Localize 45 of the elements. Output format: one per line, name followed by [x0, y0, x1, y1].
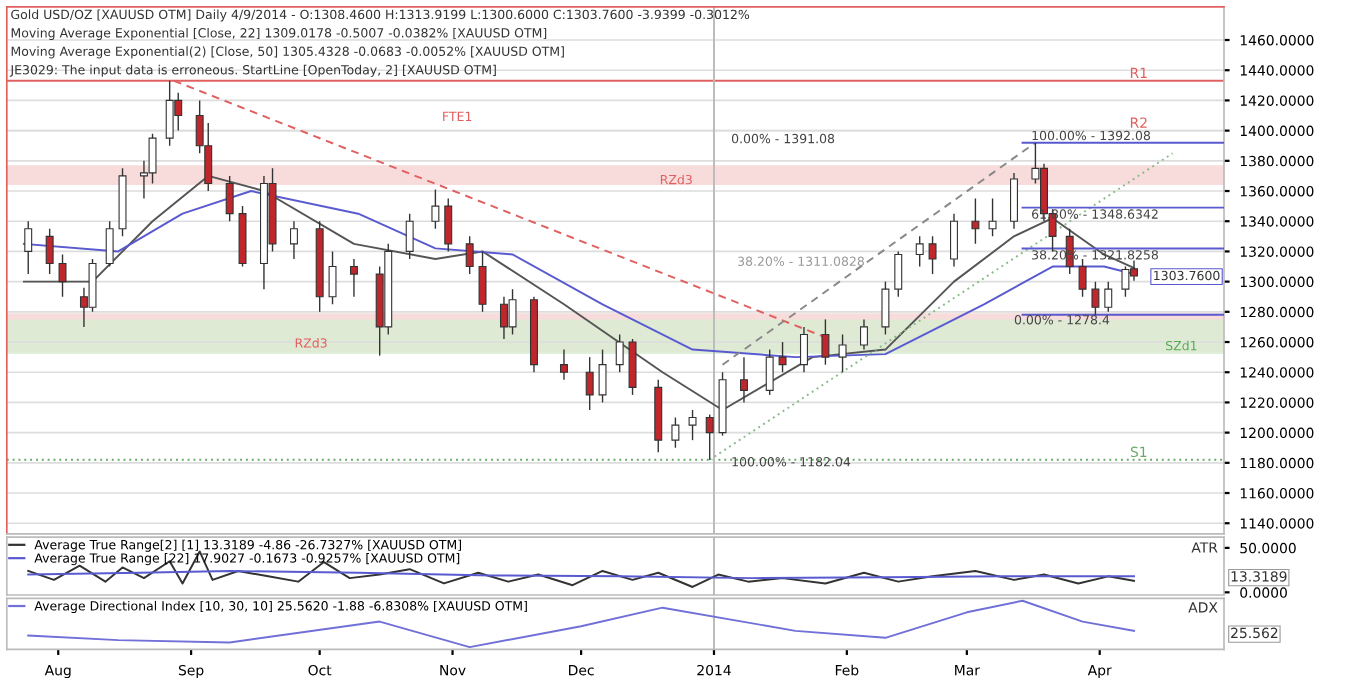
candlestick	[585, 356, 594, 411]
candlestick	[1091, 280, 1100, 316]
candlestick	[478, 250, 487, 313]
candlestick	[765, 348, 774, 396]
candlestick	[881, 280, 890, 336]
candlestick	[559, 348, 568, 381]
candlestick	[174, 92, 183, 132]
candlestick	[289, 220, 298, 260]
candlestick	[739, 356, 748, 404]
candlestick	[1078, 258, 1087, 298]
candlestick	[165, 80, 174, 147]
candlestick	[405, 212, 414, 260]
candlestick	[821, 318, 830, 366]
candlestick	[799, 326, 808, 373]
candlestick	[431, 188, 440, 230]
candlestick	[24, 220, 33, 275]
candlestick	[465, 235, 474, 275]
candlestick	[859, 318, 868, 351]
candlestick	[1010, 172, 1018, 230]
candlestick	[894, 250, 903, 298]
candlestick	[915, 235, 924, 268]
candlestick	[58, 253, 67, 298]
candlestick	[688, 409, 697, 441]
candlestick	[988, 197, 997, 238]
candlestick	[328, 250, 337, 305]
candlestick	[950, 212, 958, 268]
candlestick	[225, 175, 234, 222]
candlestick	[508, 288, 517, 336]
candlestick	[628, 338, 637, 396]
candlestick	[928, 235, 937, 275]
candlestick	[45, 228, 54, 275]
candlestick	[204, 122, 213, 192]
candlestick	[1121, 265, 1130, 298]
candlestick	[615, 333, 624, 373]
candlestick	[1104, 280, 1113, 313]
candlestick	[349, 258, 358, 298]
candlestick	[778, 341, 787, 373]
candlestick	[444, 197, 453, 253]
candlestick	[105, 220, 114, 268]
candlestick	[598, 348, 607, 404]
candlestick	[838, 333, 847, 373]
candlestick	[705, 413, 714, 461]
candlestick	[971, 197, 980, 245]
line-series	[27, 550, 1135, 588]
candlestick	[671, 416, 680, 449]
